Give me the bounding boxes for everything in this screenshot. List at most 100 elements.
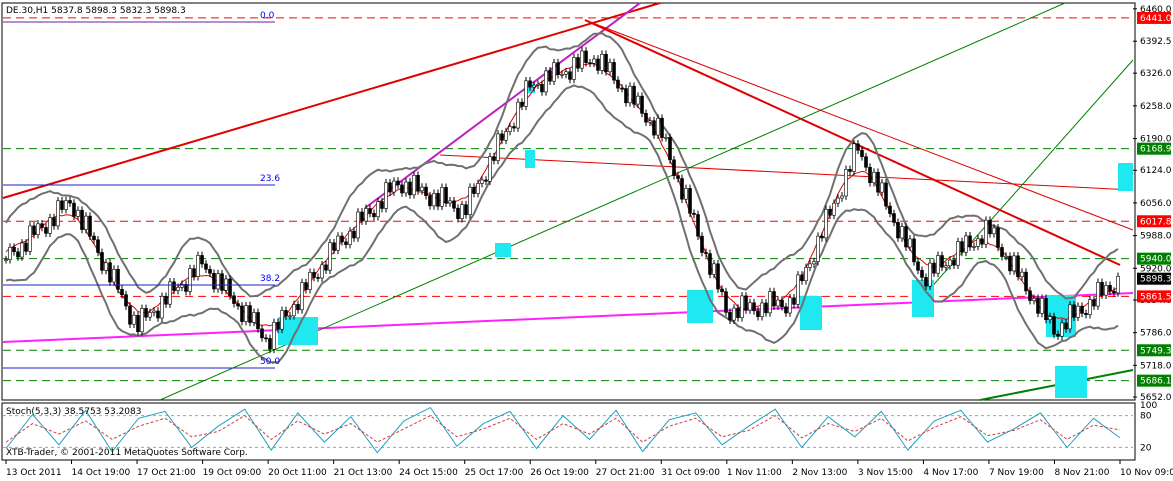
lower-band [5,84,1119,364]
x-tick-label: 27 Oct 21:00 [596,468,655,478]
candle-body [20,242,24,258]
price-label-box [1137,252,1171,265]
candle-body [624,88,628,104]
candle-body [1016,255,1020,278]
candle-body [924,277,928,287]
candle-body [520,101,524,107]
candle-body [856,143,860,151]
candle-body [332,242,336,251]
candle-body [640,95,644,114]
highlight-box [1055,366,1087,398]
candle-body [436,193,440,207]
candle-body [484,179,488,182]
upper-band [5,32,1119,300]
x-tick-label: 14 Oct 19:00 [72,468,131,478]
candle-body [812,261,816,265]
candle-body [244,305,248,322]
candle-body [696,214,700,237]
fib-label: 23.6 [260,174,280,184]
candle-body [200,255,204,265]
x-tick-label: 4 Nov 17:00 [923,468,978,478]
candle-body [868,166,872,184]
candle-body [692,212,696,215]
y-tick-label: 6326.0 [1140,69,1172,79]
candle-body [408,181,412,196]
y-tick-label: 5988.0 [1140,232,1172,242]
trendline [364,2,641,209]
candle-body [1036,298,1040,314]
time-axis: 13 Oct 2011 14 Oct 19:00 17 Oct 21:00 19 Oc… [5,460,1173,478]
candle-body [1060,322,1064,337]
candle-body [1064,322,1068,330]
candle-body [736,307,740,319]
x-tick-label: 21 Oct 13:00 [334,468,393,478]
candle-body [524,80,528,107]
candle-body [684,188,688,200]
candle-body [368,208,372,214]
candle-body [24,242,28,252]
stoch-tick-label: 20 [1140,443,1152,453]
price-label: 6168.9 [1140,145,1172,155]
candle-body [504,131,508,141]
candle-body [432,193,436,207]
candle-body [120,289,124,295]
candle-body [404,181,408,194]
candle-body [636,95,640,105]
candle-body [212,273,216,290]
highlight-box [1118,163,1133,191]
candle-body [608,62,612,73]
candle-body [568,71,572,80]
trendline [2,2,661,199]
stoch-title: Stoch(5,3,3) 38.5753 53.2083 [6,407,141,417]
candle-body [428,195,432,207]
candle-body [52,217,56,227]
candle-body [220,273,224,291]
candle-body [748,302,752,311]
candle-body [560,73,564,76]
candle-body [16,251,20,258]
candle-body [704,252,708,254]
candle-body [888,205,892,214]
candle-body [112,268,116,283]
candle-body [240,305,244,322]
candle-body [376,201,380,218]
price-label: 5861.5 [1140,292,1172,302]
fib-label: 38.2 [260,274,280,284]
price-label-box [1137,215,1171,228]
candle-body [144,308,148,318]
candle-body [288,315,292,318]
candle-body [512,126,516,129]
candle-body [720,288,724,293]
candle-body [272,322,276,350]
candle-body [256,312,260,330]
candle-body [1032,298,1036,301]
candle-body [292,304,296,317]
candle-body [952,259,956,266]
candle-body [1112,290,1116,294]
candle-body [480,179,484,184]
candle-body [956,241,960,266]
candle-body [880,182,884,193]
candle-body [564,71,568,75]
candle-body [1084,313,1088,315]
candle-body [8,246,12,260]
candle-body [540,84,544,93]
symbol-header: DE.30,H1 5837.8 5898.3 5832.3 5898.3 [6,6,186,16]
candle-body [988,219,992,235]
candle-body [628,85,632,104]
candle-body [388,182,392,193]
candle-body [884,182,888,207]
price-label-box [1137,344,1171,357]
candle-body [400,184,404,194]
highlight-box [495,243,511,257]
y-tick-label: 6258.0 [1140,102,1172,112]
x-tick-label: 19 Oct 09:00 [203,468,262,478]
y-tick-label: 5718.0 [1140,361,1172,371]
candle-body [316,277,320,279]
candle-body [772,291,776,307]
candle-body [440,187,444,207]
y-tick-label: 5652.0 [1140,393,1172,403]
x-tick-label: 31 Oct 09:00 [661,468,720,478]
